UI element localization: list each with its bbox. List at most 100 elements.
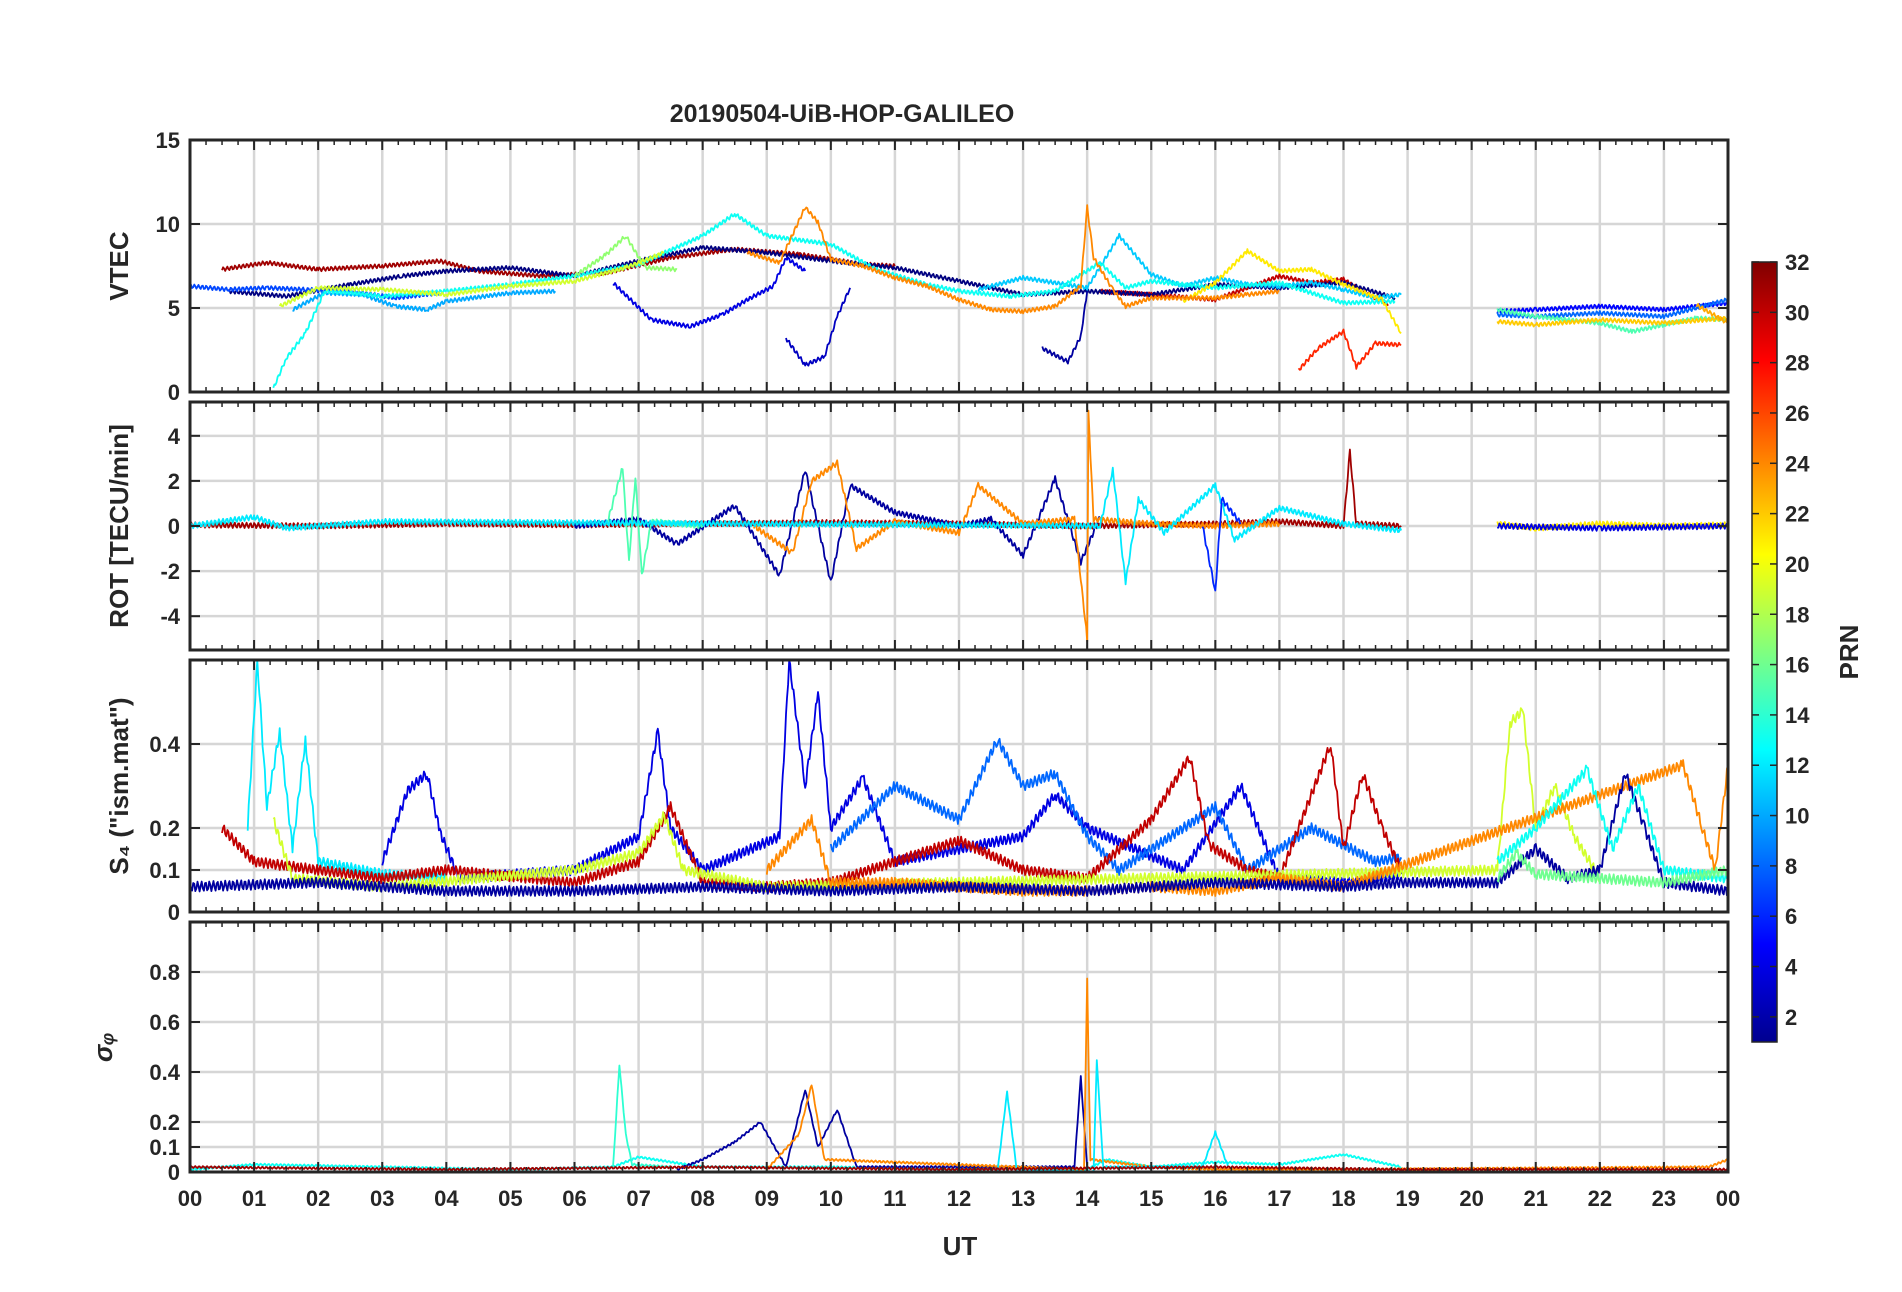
- x-tick-label: 12: [947, 1186, 971, 1211]
- colorbar-tick-label: 20: [1785, 552, 1809, 577]
- panel-2: -4 -2 0 2 4 ROT [TECU/min]: [104, 400, 1730, 652]
- series-line-prn-4: [1496, 522, 1729, 532]
- y-tick-label: -4: [160, 604, 180, 629]
- x-tick-label: 02: [306, 1186, 330, 1211]
- y-axis-label: S₄ ("ism.mat"): [104, 697, 134, 874]
- y-axis-label: σᵩ: [88, 1032, 118, 1062]
- y-tick-label: 0: [168, 380, 180, 405]
- series-line-prn-11: [977, 232, 1402, 301]
- series-line-prn-2: [1041, 291, 1089, 365]
- series-line-prn-6: [1201, 496, 1242, 592]
- tick-marks: [189, 660, 1729, 913]
- chart-title: 20190504-UiB-HOP-GALILEO: [670, 100, 1015, 128]
- series-group: [189, 659, 1729, 897]
- x-tick-labels: 00 01 02 03 04 05 06 07 08 09 10 11 12 13 14 15 16 17 18 19…: [178, 1186, 1740, 1211]
- colorbar-tick-label: 4: [1785, 955, 1798, 980]
- tick-marks: [189, 139, 1729, 393]
- tick-marks: [189, 922, 1729, 1173]
- x-tick-label: 18: [1331, 1186, 1355, 1211]
- series-line-prn-24: [753, 409, 1281, 643]
- series-line-prn-13: [272, 213, 1396, 389]
- series-line-prn-16: [1496, 848, 1729, 889]
- x-tick-label: 23: [1652, 1186, 1676, 1211]
- series-line-prn-24: [746, 204, 1280, 315]
- series-line-prn-19: [278, 250, 665, 308]
- colorbar-tick-label: 22: [1785, 502, 1809, 527]
- series-line-prn-12: [189, 466, 1403, 586]
- y-tick-label: 0.2: [149, 1110, 180, 1135]
- colorbar-tick-label: 32: [1785, 250, 1809, 275]
- series-group: [189, 204, 1729, 389]
- x-tick-label: 00: [1716, 1186, 1740, 1211]
- colorbar-gradient: [1751, 261, 1778, 1043]
- x-tick-label: 05: [498, 1186, 522, 1211]
- x-tick-label: 07: [626, 1186, 650, 1211]
- colorbar-tick-label: 26: [1785, 401, 1809, 426]
- series-line-prn-3: [785, 287, 851, 367]
- colorbar-label: PRN: [1834, 625, 1864, 680]
- panel-1: 0 5 10 15 VTEC: [104, 128, 1730, 405]
- colorbar-tick-label: 2: [1785, 1005, 1797, 1030]
- colorbar-tick-label: 18: [1785, 602, 1809, 627]
- x-tick-label: 17: [1267, 1186, 1291, 1211]
- colorbar-tick-label: 24: [1785, 451, 1810, 476]
- y-tick-label: 0.8: [149, 960, 180, 985]
- y-tick-label: 0.4: [149, 732, 180, 757]
- x-tick-label: 00: [178, 1186, 202, 1211]
- y-tick-label: 0: [168, 514, 180, 539]
- x-tick-label: 11: [883, 1186, 906, 1211]
- series-line-prn-4: [612, 256, 807, 329]
- series-line-prn-13: [1496, 764, 1729, 884]
- y-axis-label: VTEC: [104, 231, 134, 301]
- colorbar-tick-label: 16: [1785, 653, 1809, 678]
- x-tick-label: 08: [690, 1186, 714, 1211]
- x-tick-label: 16: [1203, 1186, 1227, 1211]
- colorbar-tick-label: 10: [1785, 804, 1809, 829]
- grid: [190, 140, 1728, 392]
- colorbar-tick-label: 8: [1785, 854, 1797, 879]
- x-tick-label: 06: [562, 1186, 586, 1211]
- x-tick-label: 22: [1588, 1186, 1612, 1211]
- series-line-prn-8: [829, 737, 1403, 876]
- y-tick-label: 4: [168, 424, 181, 449]
- x-tick-label: 03: [370, 1186, 394, 1211]
- colorbar-tick-label: 28: [1785, 351, 1809, 376]
- x-tick-label: 01: [242, 1186, 266, 1211]
- x-tick-label: 21: [1524, 1186, 1548, 1211]
- series-line-prn-2: [573, 471, 1101, 581]
- y-tick-label: 5: [168, 296, 180, 321]
- panel-4: 00.10.2 0.4 0.6 0.8 σᵩ: [88, 920, 1730, 1185]
- grid: [190, 922, 1728, 1172]
- y-tick-label: 0.1: [149, 858, 180, 883]
- series-line-prn-17: [573, 235, 678, 279]
- x-tick-label: 15: [1139, 1186, 1163, 1211]
- y-tick-label: -2: [160, 559, 180, 584]
- y-tick-label: 0.6: [149, 1010, 180, 1035]
- series-line-prn-22: [1496, 316, 1729, 328]
- x-tick-label: 09: [755, 1186, 779, 1211]
- y-tick-label: 0: [168, 1160, 180, 1185]
- series-line-prn-2: [189, 773, 1729, 897]
- colorbar-tick-label: 30: [1785, 300, 1809, 325]
- y-tick-label: 2: [168, 469, 180, 494]
- x-tick-label: 04: [434, 1186, 459, 1211]
- series-line-prn-14: [612, 1064, 672, 1169]
- y-tick-label: 0.1: [149, 1135, 180, 1160]
- colorbar-tick-label: 12: [1785, 753, 1809, 778]
- series-line-prn-24: [765, 759, 1729, 897]
- colorbar-tick-label: 6: [1785, 904, 1797, 929]
- y-tick-label: 0.2: [149, 816, 180, 841]
- y-axis-label: ROT [TECU/min]: [104, 424, 134, 628]
- x-tick-label: 20: [1459, 1186, 1483, 1211]
- x-axis-label: UT: [943, 1231, 978, 1261]
- y-tick-label: 10: [156, 212, 180, 237]
- x-tick-label: 19: [1395, 1186, 1419, 1211]
- series-line-prn-27: [1297, 328, 1402, 371]
- x-tick-label: 10: [819, 1186, 843, 1211]
- series-line-prn-23: [1695, 303, 1729, 324]
- panel-3: 0 0.1 0.2 0.4 S₄ ("ism.mat"): [104, 658, 1730, 925]
- tick-marks: [189, 402, 1729, 650]
- y-tick-label: 0.4: [149, 1060, 180, 1085]
